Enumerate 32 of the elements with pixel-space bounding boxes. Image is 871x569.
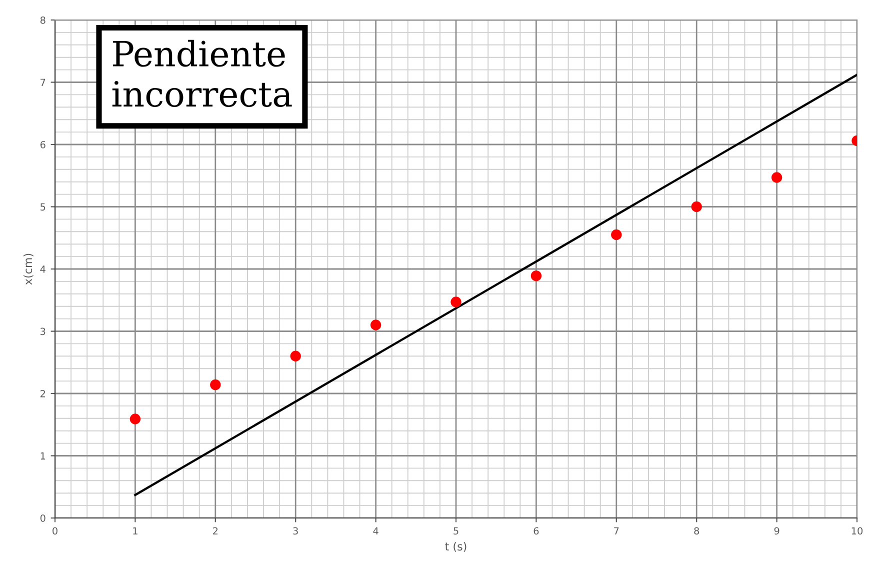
x-axis-title: t (s) bbox=[445, 542, 466, 552]
x-tick-label: 4 bbox=[373, 527, 378, 534]
point bbox=[290, 350, 301, 362]
annotation: Pendiente incorrecta bbox=[112, 40, 292, 107]
x-tick-label: 1 bbox=[133, 527, 138, 534]
x-tick-label: 5 bbox=[454, 527, 458, 535]
x-tick-label: 2 bbox=[213, 527, 218, 534]
y-tick-label: 5 bbox=[40, 203, 46, 211]
point bbox=[210, 379, 221, 390]
point bbox=[370, 320, 382, 330]
point bbox=[130, 414, 141, 424]
point bbox=[771, 172, 782, 183]
point bbox=[691, 201, 702, 212]
x-tick-label: 10 bbox=[852, 527, 863, 535]
y-tick-label: 0 bbox=[40, 514, 46, 522]
y-tick-label: 4 bbox=[40, 266, 46, 273]
x-tick-label: 8 bbox=[694, 527, 700, 535]
y-tick-label: 3 bbox=[40, 328, 46, 336]
y-tick-label: 6 bbox=[40, 140, 46, 148]
y-tick-label: 1 bbox=[40, 452, 46, 460]
y-tick-label: 7 bbox=[40, 78, 46, 86]
point bbox=[450, 296, 462, 308]
y-axis-title: x(cm) bbox=[23, 254, 34, 285]
x-tick-label: 6 bbox=[534, 527, 539, 535]
x-tick-label: 7 bbox=[614, 527, 619, 534]
x-tick-label: 9 bbox=[774, 527, 780, 535]
y-tick-label: 8 bbox=[40, 16, 46, 24]
point bbox=[611, 229, 622, 240]
y-tick-label: 2 bbox=[40, 390, 45, 398]
x-tick-label: 0 bbox=[52, 527, 58, 535]
point bbox=[530, 270, 542, 282]
x-tick-label: 3 bbox=[293, 527, 298, 535]
